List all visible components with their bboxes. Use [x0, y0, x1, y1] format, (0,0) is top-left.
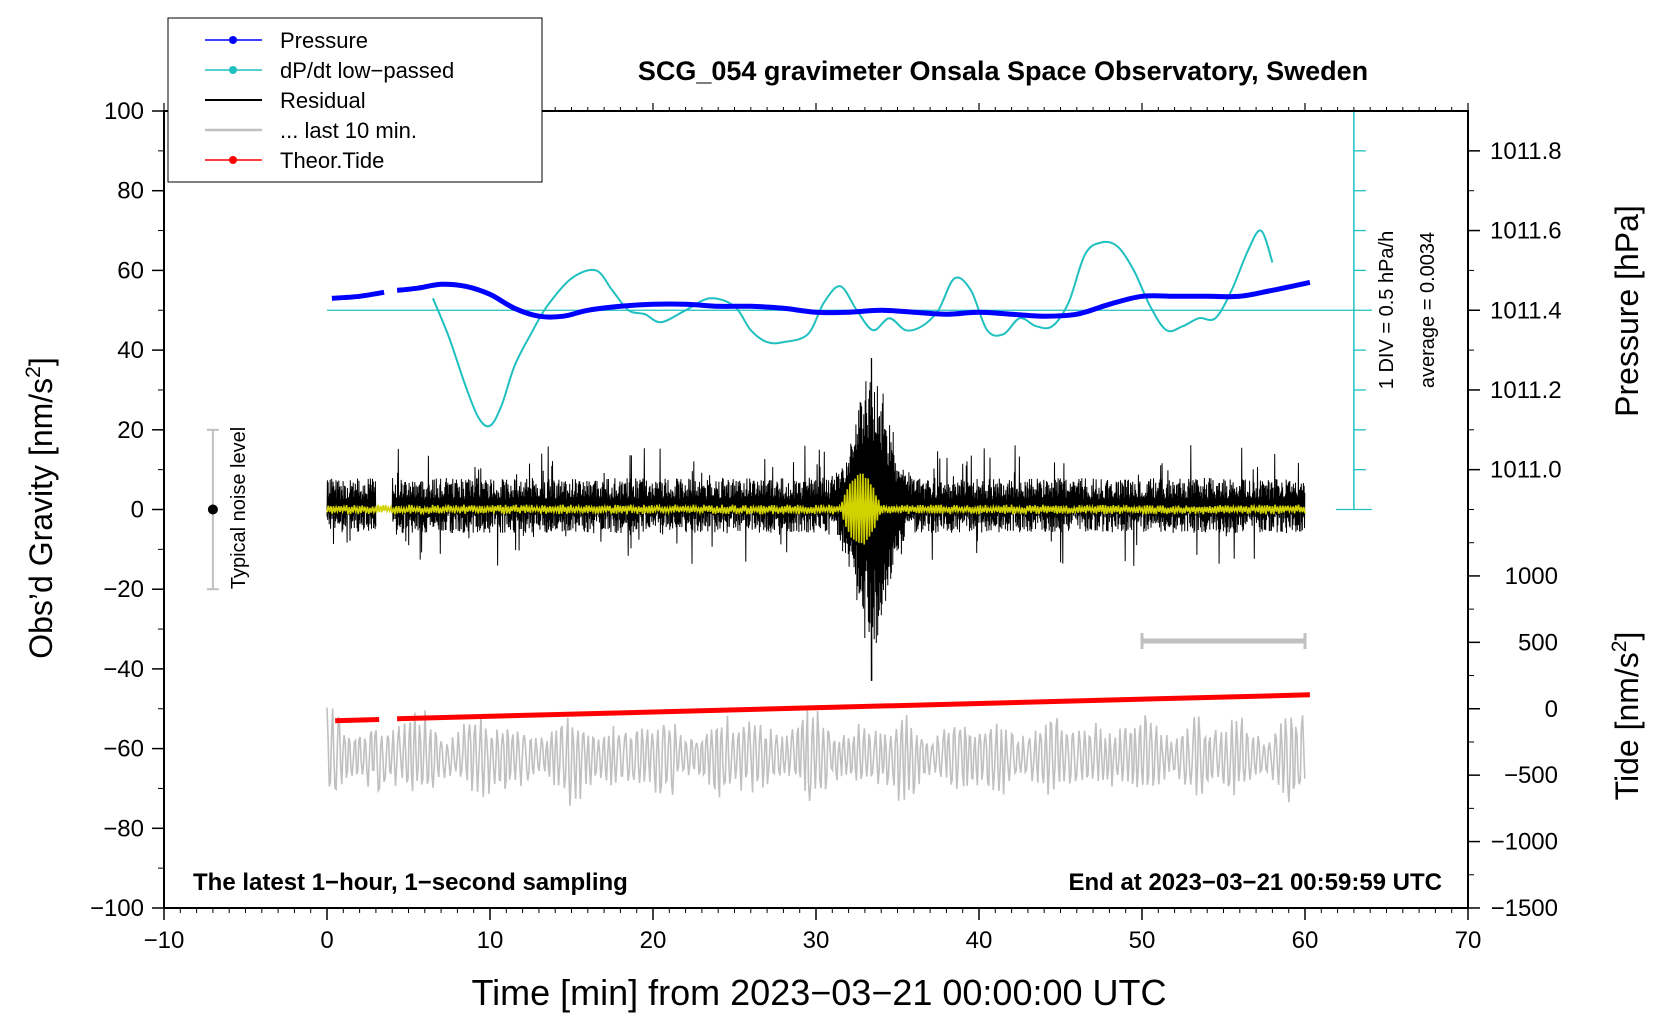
legend-label: Theor.Tide — [280, 148, 384, 173]
x-tick-label: 60 — [1292, 927, 1319, 954]
y-axis-label-pressure: Pressure [hPa] — [1609, 205, 1645, 417]
y-tick-label: −40 — [103, 656, 144, 683]
x-axis-label: Time [min] from 2023−03−21 00:00:00 UTC — [471, 972, 1166, 1013]
plot-frame — [163, 110, 1469, 909]
data-series — [326, 229, 1354, 806]
scale-annotations — [206, 110, 1372, 650]
legend-label: dP/dt low−passed — [280, 58, 454, 83]
noise-center-dot — [207, 504, 218, 515]
y-tick-label: 0 — [131, 497, 144, 524]
tide-line — [335, 717, 380, 724]
legend-label: Pressure — [280, 28, 368, 53]
legend-item-dpdt: dP/dt low−passed — [205, 58, 454, 83]
y-tick-label: 100 — [104, 98, 144, 125]
noise-level-label: Typical noise level — [228, 427, 250, 589]
legend-item-tide: Theor.Tide — [205, 148, 384, 173]
y-tick-label: 80 — [117, 178, 144, 205]
legend-dot-icon — [229, 36, 237, 44]
y-axis-label-gravity: Obs’d Gravity [nm/s2] — [22, 357, 59, 659]
y-tick-label: −20 — [103, 576, 144, 603]
axis-ticks: −10 0 10 20 30 40 50 60 70100806040200−20−40−60−… — [90, 98, 1562, 954]
last-10-min-line — [326, 707, 1306, 806]
x-tick-label: 40 — [966, 927, 993, 954]
tide-tick-label: −1500 — [1491, 895, 1558, 922]
tide-tick-label: 1000 — [1505, 563, 1558, 590]
dpdt-scale-label: 1 DIV = 0.5 hPa/h — [1376, 231, 1398, 389]
x-tick-label: 70 — [1455, 927, 1482, 954]
y-tick-label: 20 — [117, 417, 144, 444]
pressure-tick-label: 1011.4 — [1490, 297, 1562, 324]
dpdt-line — [431, 229, 1274, 428]
chart-subtitle-left: The latest 1−hour, 1−second sampling — [193, 869, 628, 896]
pressure-tick-label: 1011.0 — [1490, 457, 1562, 484]
pressure-line — [396, 279, 1311, 320]
tide-tick-label: −1000 — [1491, 829, 1558, 856]
legend-item-pressure: Pressure — [205, 28, 368, 53]
tide-tick-label: 0 — [1545, 696, 1558, 723]
y-tick-label: −100 — [90, 895, 144, 922]
y-tick-label: 60 — [117, 257, 144, 284]
chart-subtitle-right: End at 2023−03−21 00:59:59 UTC — [1068, 869, 1442, 896]
legend-label: Residual — [280, 88, 366, 113]
tide-tick-label: −500 — [1504, 762, 1558, 789]
residual-lowpass-line — [326, 473, 1306, 545]
y-tick-label: −60 — [103, 736, 144, 763]
pressure-tick-label: 1011.8 — [1490, 138, 1562, 165]
chart-title: SCG_054 gravimeter Onsala Space Observat… — [638, 56, 1368, 86]
x-tick-label: 50 — [1129, 927, 1156, 954]
pressure-tick-label: 1011.2 — [1490, 377, 1562, 404]
y-tick-label: 40 — [117, 337, 144, 364]
x-tick-label: −10 — [144, 927, 185, 954]
legend-item-last10: ... last 10 min. — [205, 118, 417, 143]
x-tick-label: 0 — [320, 927, 333, 954]
legend: Pressure dP/dt low−passed Residual ... l… — [167, 17, 543, 183]
x-tick-label: 20 — [640, 927, 667, 954]
legend-dot-icon — [229, 66, 237, 74]
dpdt-average-label: average = 0.0034 — [1417, 232, 1439, 388]
y-tick-label: −80 — [103, 815, 144, 842]
x-tick-label: 10 — [477, 927, 504, 954]
y-axis-label-tide: Tide [nm/s2] — [1608, 632, 1645, 801]
x-tick-label: 30 — [803, 927, 830, 954]
tide-line — [397, 692, 1310, 722]
legend-label: ... last 10 min. — [280, 118, 417, 143]
legend-item-residual: Residual — [205, 88, 366, 113]
pressure-line — [331, 289, 385, 301]
pressure-tick-label: 1011.6 — [1490, 218, 1562, 245]
legend-dot-icon — [229, 156, 237, 164]
tide-tick-label: 500 — [1518, 629, 1558, 656]
